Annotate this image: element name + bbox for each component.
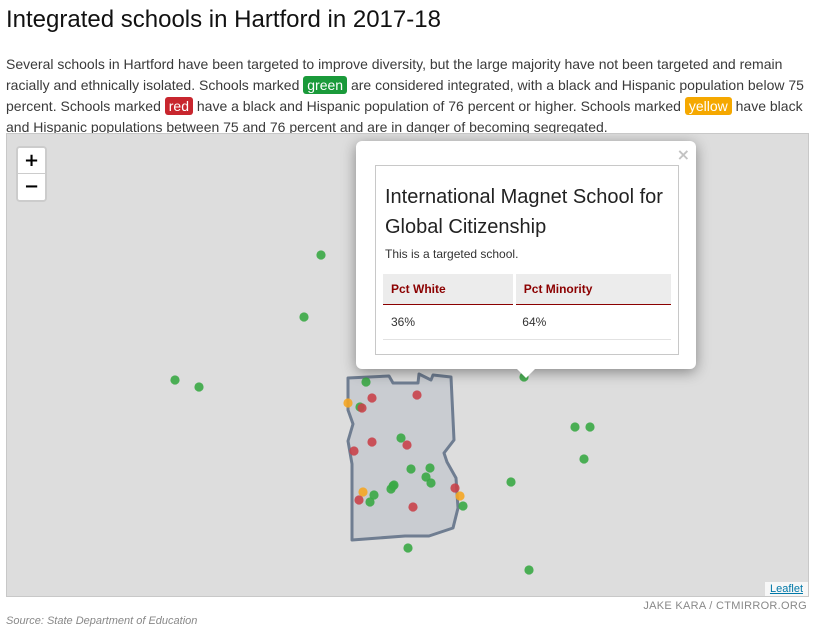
school-marker-at_risk[interactable]	[343, 398, 353, 408]
source-note: Source: State Department of Education	[6, 615, 198, 627]
popup-table: Pct White Pct Minority 36% 64%	[383, 274, 671, 340]
value-pct-minority: 64%	[514, 304, 671, 340]
map-attribution: Leaflet	[764, 582, 808, 596]
school-marker-integrated[interactable]	[585, 422, 595, 432]
school-marker-integrated[interactable]	[396, 433, 406, 443]
intro-part-2: are considered integrated, with a black …	[6, 77, 804, 114]
popup-tip	[515, 367, 537, 378]
school-marker-segregated[interactable]	[402, 440, 412, 450]
leaflet-link[interactable]: Leaflet	[769, 583, 803, 595]
school-marker-integrated[interactable]	[524, 565, 534, 575]
popup-content: International Magnet School for Global C…	[375, 165, 679, 355]
page-title: Integrated schools in Hartford in 2017-1…	[6, 6, 441, 33]
intro-part-3: have a black and Hispanic population of …	[192, 98, 685, 114]
zoom-in-button[interactable]: +	[18, 148, 45, 174]
col-pct-white: Pct White	[383, 274, 515, 305]
school-marker-integrated[interactable]	[361, 377, 371, 387]
school-marker-at_risk[interactable]	[455, 491, 465, 501]
col-pct-minority: Pct Minority	[512, 274, 671, 305]
value-pct-white: 36%	[383, 304, 515, 340]
school-marker-at_risk[interactable]	[358, 487, 368, 497]
yellow-tag: yellow	[684, 97, 732, 115]
school-marker-integrated[interactable]	[403, 543, 413, 553]
zoom-control: + −	[16, 146, 47, 202]
school-marker-integrated[interactable]	[426, 478, 436, 488]
school-marker-integrated[interactable]	[458, 501, 468, 511]
intro-part-1: Several schools in Hartford have been ta…	[6, 56, 783, 93]
school-marker-segregated[interactable]	[408, 502, 418, 512]
school-popup: × International Magnet School for Global…	[356, 141, 696, 369]
school-marker-integrated[interactable]	[170, 375, 180, 385]
school-marker-integrated[interactable]	[406, 464, 416, 474]
school-marker-segregated[interactable]	[367, 437, 377, 447]
school-marker-integrated[interactable]	[425, 463, 435, 473]
map-layer[interactable]	[7, 134, 808, 596]
popup-close-button[interactable]: ×	[676, 145, 690, 164]
school-marker-integrated[interactable]	[316, 250, 326, 260]
school-marker-integrated[interactable]	[386, 484, 396, 494]
intro-text: Several schools in Hartford have been ta…	[6, 54, 821, 138]
zoom-out-button[interactable]: −	[18, 174, 45, 200]
school-marker-segregated[interactable]	[412, 390, 422, 400]
school-marker-integrated[interactable]	[506, 477, 516, 487]
school-marker-segregated[interactable]	[367, 393, 377, 403]
popup-title: International Magnet School for Global C…	[385, 186, 663, 238]
school-marker-segregated[interactable]	[354, 495, 364, 505]
school-marker-segregated[interactable]	[349, 446, 359, 456]
school-marker-integrated[interactable]	[365, 497, 375, 507]
school-marker-integrated[interactable]	[194, 382, 204, 392]
green-tag: green	[303, 76, 348, 94]
credit: JAKE KARA / CTMIRROR.ORG	[643, 600, 807, 612]
school-marker-integrated[interactable]	[579, 454, 589, 464]
popup-note: This is a targeted school.	[385, 247, 519, 261]
school-marker-segregated[interactable]	[357, 403, 367, 413]
intro-part-4: have black and Hispanic populations betw…	[6, 98, 803, 135]
map-container[interactable]: + − × International Magnet School for Gl…	[6, 133, 809, 597]
school-marker-integrated[interactable]	[570, 422, 580, 432]
hartford-boundary	[346, 372, 460, 542]
red-tag: red	[164, 97, 193, 115]
school-markers	[170, 250, 595, 575]
school-marker-segregated[interactable]	[450, 483, 460, 493]
school-marker-integrated[interactable]	[369, 490, 379, 500]
school-marker-integrated[interactable]	[299, 312, 309, 322]
